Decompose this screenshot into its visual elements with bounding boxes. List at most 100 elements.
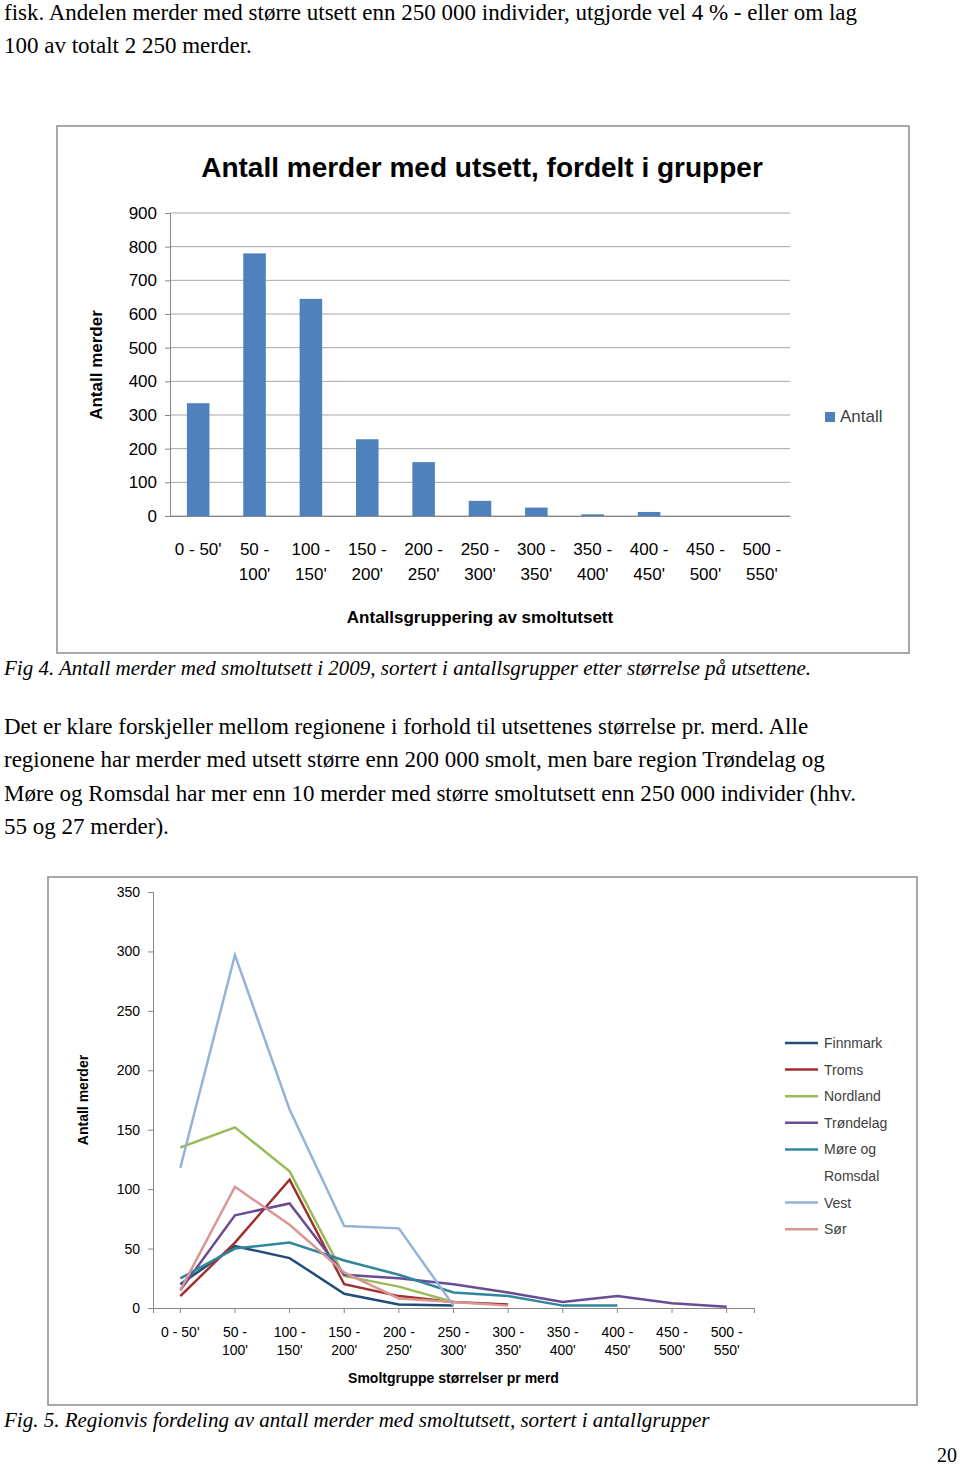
tick-mark <box>726 1308 727 1313</box>
grid-line <box>170 246 790 247</box>
tick-label: 450 -500' <box>686 540 725 584</box>
tick: 150 -200' <box>328 1308 360 1358</box>
y-axis: 050100150200250300350 <box>117 884 154 1316</box>
chart-frame <box>57 126 909 653</box>
page: fisk. Andelen merder med større utsett e… <box>0 0 960 1466</box>
tick: 500 -550' <box>742 516 781 584</box>
tick-mark <box>453 1308 454 1313</box>
axis-title: Antallsgruppering av smoltutsett <box>347 608 614 627</box>
axis-line <box>148 893 154 1309</box>
bar <box>187 403 210 516</box>
tick: 100 <box>129 473 170 492</box>
bar <box>243 253 266 516</box>
line <box>180 1203 726 1306</box>
line <box>180 955 453 1306</box>
tick-mark <box>148 1308 153 1309</box>
bar <box>356 439 379 516</box>
tick: 0 - 50' <box>175 516 222 559</box>
tick-label: 200 <box>117 1062 141 1078</box>
axis-title: Antall merder <box>75 1054 91 1145</box>
tick-label: 500 <box>129 339 157 358</box>
legend-label: Finnmark <box>824 1035 883 1051</box>
tick: 200 <box>117 1062 153 1078</box>
tick: 200 -250' <box>383 1308 415 1358</box>
tick-label: 50 -100' <box>239 540 271 584</box>
legend-label: Vest <box>824 1195 851 1211</box>
tick-label: 0 <box>148 507 157 526</box>
legend-label: Trøndelag <box>824 1115 887 1131</box>
legend-swatch <box>785 1122 818 1125</box>
tick: 200 -250' <box>404 516 443 584</box>
tick: 150 <box>117 1122 153 1138</box>
grid <box>170 213 790 516</box>
y-axis: 0100200300400500600700800900 <box>129 204 171 526</box>
tick-label: 0 - 50' <box>161 1324 199 1340</box>
tick-mark <box>672 1308 673 1313</box>
tick-mark <box>344 1308 345 1313</box>
tick: 300 -350' <box>517 516 556 584</box>
legend-label: Nordland <box>824 1088 881 1104</box>
figure-caption: Fig. 5. Regionvis fordeling av antall me… <box>3 1408 710 1432</box>
tick: 250 -300' <box>438 1308 470 1358</box>
axis-title: Smoltgruppe størrelser pr merd <box>348 1370 559 1386</box>
tick-label: 100 <box>117 1181 141 1197</box>
tick-mark <box>180 1308 181 1313</box>
line <box>180 1187 508 1306</box>
tick: 450 -500' <box>656 1308 688 1358</box>
plot-area <box>187 253 660 516</box>
tick-label: 200 <box>129 440 157 459</box>
tick-label: 350 -400' <box>547 1324 579 1358</box>
bar <box>412 462 435 516</box>
tick: 100 -150' <box>274 1308 306 1358</box>
tick-label: 100 -150' <box>274 1324 306 1358</box>
intro-line: fisk. Andelen merder med større utsett e… <box>4 0 858 25</box>
tick-mark <box>165 348 170 349</box>
tick: 200 <box>129 440 170 459</box>
bar <box>638 512 661 516</box>
tick: 100 -150' <box>292 516 331 584</box>
tick-mark <box>398 1308 399 1313</box>
paragraph-line: regionene har merder med utsett større e… <box>4 747 825 772</box>
tick-label: 150 -200' <box>328 1324 360 1358</box>
tick-mark <box>234 1308 235 1313</box>
tick: 300 -350' <box>492 1308 524 1358</box>
document-text: fisk. Andelen merder med større utsett e… <box>3 0 957 1466</box>
bar <box>581 514 604 516</box>
tick-label: 250 <box>117 1003 141 1019</box>
tick-mark <box>148 1249 153 1250</box>
legend-swatch <box>785 1068 818 1071</box>
tick-label: 50 -100' <box>222 1324 248 1358</box>
tick: 700 <box>129 271 170 290</box>
tick: 250 <box>117 1003 153 1019</box>
tick-mark <box>148 951 153 952</box>
axis-title: Antall merder <box>87 310 106 420</box>
axis-line <box>171 516 791 517</box>
tick-mark <box>165 247 170 248</box>
tick-label: 100 -150' <box>292 540 331 584</box>
tick-label: 250 -300' <box>461 540 500 584</box>
tick-label: 0 - 50' <box>175 540 222 559</box>
tick-mark <box>617 1308 618 1313</box>
tick-mark <box>165 449 170 450</box>
tick-label: 800 <box>129 238 157 257</box>
chart-title: Antall merder med utsett, fordelt i grup… <box>201 152 763 183</box>
legend-swatch <box>785 1042 818 1045</box>
line <box>180 1243 617 1306</box>
tick: 500 <box>129 339 170 358</box>
tick: 300 <box>129 406 170 425</box>
legend-label: Troms <box>824 1062 863 1078</box>
figure-caption: Fig 4. Antall merder med smoltutsett i 2… <box>3 656 811 680</box>
legend-swatch <box>785 1201 818 1204</box>
tick-mark <box>148 1130 153 1131</box>
tick-mark <box>289 1308 290 1313</box>
tick-label: 300 -350' <box>492 1324 524 1358</box>
tick-label: 500 -550' <box>742 540 781 584</box>
tick-label: 300 <box>117 943 141 959</box>
tick-mark <box>148 1070 153 1071</box>
legend-label: Møre ogRomsdal <box>824 1141 879 1184</box>
bar <box>469 501 492 516</box>
legend-swatch <box>785 1228 818 1231</box>
bar <box>694 516 717 517</box>
axis-line <box>154 1309 755 1314</box>
page-number: 20 <box>937 1444 957 1466</box>
